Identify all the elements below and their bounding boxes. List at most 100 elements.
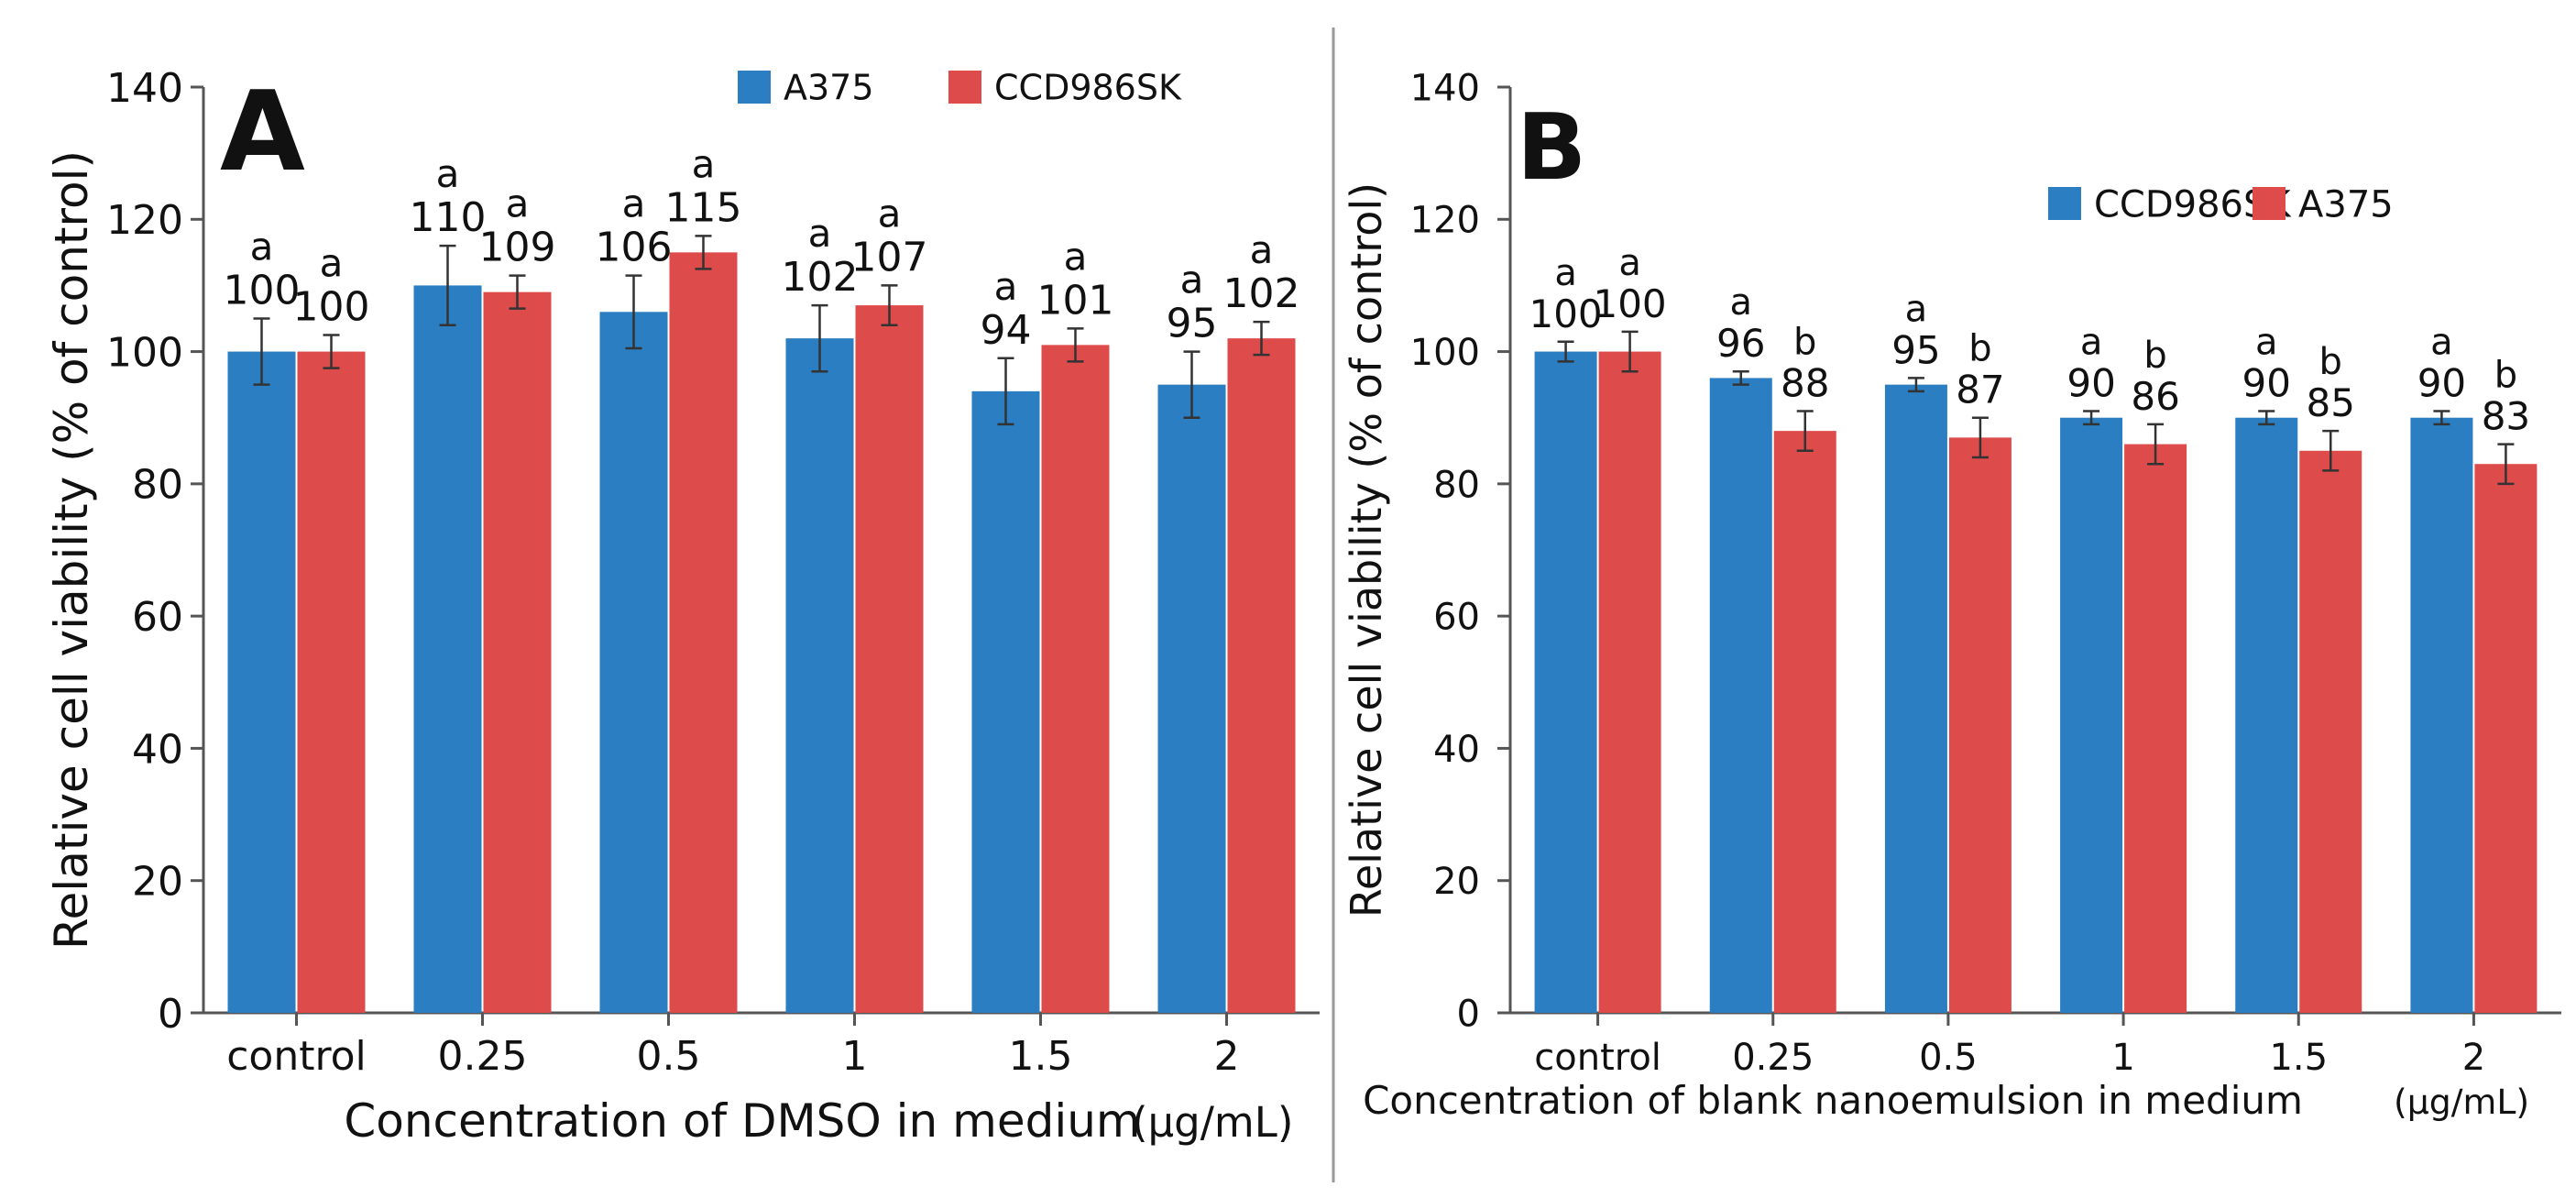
x-tick-label: control — [1534, 1037, 1661, 1079]
x-tick-label: 1 — [2111, 1037, 2134, 1079]
bar-a375 — [1773, 431, 1836, 1014]
bar-ccd986sk — [1041, 345, 1110, 1013]
data-label: 102 — [1223, 270, 1300, 317]
data-label: 100 — [293, 284, 370, 331]
significance-letter: a — [436, 151, 460, 196]
y-tick-label: 40 — [1433, 729, 1480, 771]
significance-letter: a — [1729, 281, 1752, 324]
y-tick-label: 140 — [106, 65, 183, 112]
data-label: 109 — [479, 225, 556, 271]
data-label: 90 — [2417, 361, 2466, 406]
data-label: 85 — [2307, 380, 2355, 425]
data-label: 100 — [224, 268, 301, 314]
bar-ccd986sk — [2235, 417, 2298, 1013]
bar-a375 — [2474, 464, 2538, 1013]
data-label: 115 — [665, 184, 742, 231]
y-tick-label: 80 — [132, 462, 183, 509]
bar-a375 — [599, 312, 668, 1013]
y-tick-label: 80 — [1433, 464, 1480, 506]
significance-letter: a — [692, 141, 716, 186]
data-label: 102 — [782, 254, 859, 301]
data-label: 88 — [1781, 361, 1829, 406]
y-tick-label: 100 — [106, 329, 183, 376]
significance-letter: a — [1618, 242, 1641, 284]
bar-ccd986sk — [1709, 378, 1772, 1013]
significance-letter: a — [878, 191, 902, 236]
significance-letter: a — [1554, 252, 1577, 294]
y-tick-label: 60 — [132, 594, 183, 641]
x-axis-title: Concentration of blank nanoemulsion in m… — [1363, 1078, 2303, 1123]
data-label: 86 — [2131, 374, 2179, 419]
x-tick-label: 1.5 — [1009, 1033, 1073, 1080]
panel-label: A — [220, 69, 305, 196]
significance-letter: b — [1793, 322, 1816, 364]
x-tick-label: 0.25 — [1732, 1037, 1814, 1079]
data-label: 90 — [2066, 361, 2115, 406]
significance-letter: a — [2080, 322, 2103, 364]
significance-letter: a — [1905, 288, 1928, 330]
x-tick-label: 2 — [2462, 1037, 2485, 1079]
legend-swatch-a375 — [738, 71, 771, 104]
data-label: 94 — [981, 307, 1032, 354]
bar-ccd986sk — [669, 252, 738, 1013]
x-axis-title: Concentration of DMSO in medium — [344, 1094, 1140, 1148]
y-tick-label: 100 — [1410, 332, 1480, 374]
significance-letter: b — [2494, 355, 2517, 397]
x-tick-label: control — [226, 1033, 367, 1080]
data-label: 100 — [1529, 291, 1602, 336]
x-axis-unit: (μg/mL) — [1132, 1098, 1293, 1147]
bar-a375 — [2299, 450, 2362, 1013]
legend-swatch-ccd986sk — [2048, 187, 2081, 220]
data-label: 107 — [851, 234, 928, 280]
legend-label: A375 — [784, 68, 874, 108]
significance-letter: a — [808, 211, 832, 256]
significance-letter: b — [2319, 341, 2342, 383]
y-tick-label: 120 — [106, 197, 183, 244]
data-label: 110 — [410, 194, 487, 241]
x-tick-label: 0.5 — [1919, 1037, 1978, 1079]
x-tick-label: 1.5 — [2269, 1037, 2328, 1079]
bar-ccd986sk — [297, 351, 366, 1014]
significance-letter: a — [250, 225, 274, 269]
y-tick-label: 0 — [1457, 993, 1480, 1035]
legend-swatch-ccd986sk — [948, 71, 981, 104]
data-label: 87 — [1956, 368, 2004, 412]
y-tick-label: 40 — [132, 726, 183, 773]
bar-ccd986sk — [2410, 417, 2473, 1013]
legend-label: A375 — [2298, 183, 2394, 225]
data-label: 90 — [2242, 361, 2291, 406]
x-tick-label: 2 — [1214, 1033, 1240, 1080]
bar-a375 — [971, 390, 1040, 1013]
x-tick-label: 0.25 — [438, 1033, 528, 1080]
data-label: 83 — [2482, 394, 2530, 439]
x-axis-unit: (μg/mL) — [2394, 1082, 2529, 1122]
bar-ccd986sk — [483, 291, 552, 1014]
significance-letter: a — [1180, 258, 1204, 302]
x-tick-label: 1 — [842, 1033, 868, 1080]
bar-ccd986sk — [855, 305, 924, 1014]
legend-swatch-a375 — [2253, 187, 2286, 220]
bar-a375 — [785, 338, 854, 1014]
legend-label: CCD986SK — [994, 68, 1182, 108]
data-label: 95 — [1891, 327, 1940, 372]
data-label: 95 — [1167, 301, 1218, 347]
bar-a375 — [227, 351, 296, 1014]
y-tick-label: 120 — [1410, 200, 1480, 242]
bar-ccd986sk — [2060, 417, 2123, 1013]
y-tick-label: 140 — [1410, 67, 1480, 109]
y-tick-label: 20 — [132, 859, 183, 906]
significance-letter: a — [1064, 234, 1088, 279]
bar-ccd986sk — [1534, 351, 1597, 1014]
data-label: 101 — [1037, 277, 1114, 324]
bar-ccd986sk — [1884, 384, 1947, 1014]
significance-letter: b — [2143, 335, 2166, 377]
y-axis-title: Relative cell viability (% of control) — [45, 150, 98, 950]
y-axis-title: Relative cell viability (% of control) — [1342, 182, 1391, 918]
significance-letter: a — [320, 241, 344, 286]
significance-letter: a — [2255, 322, 2278, 364]
significance-letter: a — [994, 264, 1018, 309]
bar-a375 — [1157, 384, 1226, 1014]
significance-letter: a — [2430, 322, 2453, 364]
bar-a375 — [413, 285, 482, 1013]
